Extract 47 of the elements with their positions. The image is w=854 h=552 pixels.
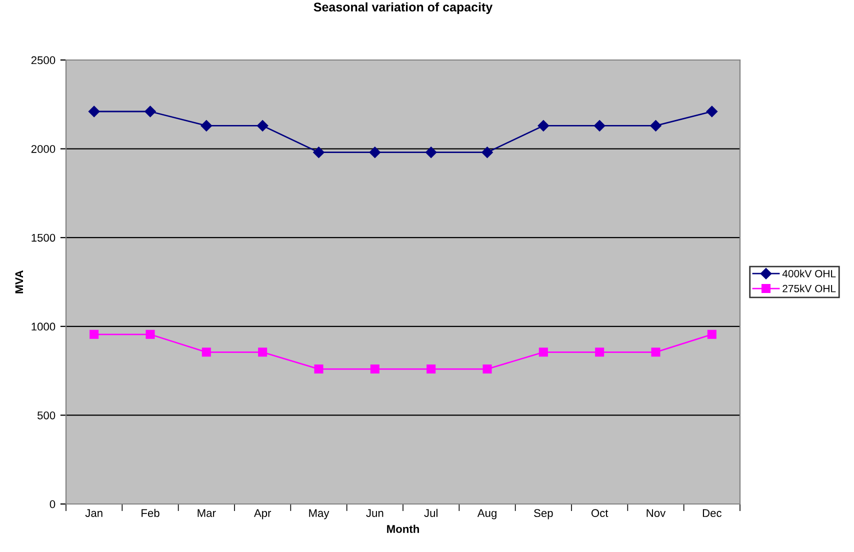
point bbox=[650, 120, 662, 132]
point bbox=[202, 348, 211, 357]
point bbox=[595, 348, 604, 357]
point bbox=[314, 364, 324, 374]
point bbox=[369, 146, 381, 158]
y-tick-label: 2000 bbox=[31, 145, 56, 153]
point bbox=[370, 364, 380, 374]
point bbox=[482, 146, 493, 158]
x-tick-label: Jan bbox=[85, 509, 102, 518]
y-tick-label: 1500 bbox=[32, 234, 56, 242]
x-axis-title: Month bbox=[387, 524, 419, 533]
x-tick-label: Feb bbox=[142, 508, 160, 518]
point bbox=[538, 120, 550, 132]
point bbox=[426, 364, 436, 374]
y-axis-title: MVA bbox=[15, 270, 24, 294]
point bbox=[258, 348, 268, 357]
x-tick-label: Mar bbox=[198, 509, 216, 518]
point bbox=[594, 120, 606, 132]
x-tick-label: Nov bbox=[646, 509, 666, 518]
point bbox=[256, 120, 268, 132]
x-tick-label: Dec bbox=[702, 509, 722, 518]
point bbox=[200, 120, 212, 132]
point bbox=[88, 106, 100, 118]
x-tick-label: Apr bbox=[254, 509, 272, 520]
y-tick-label: 2500 bbox=[31, 56, 56, 64]
x-tick-label: Jul bbox=[424, 508, 438, 518]
point bbox=[425, 146, 437, 158]
legend-label: 275kV OHL bbox=[782, 284, 836, 292]
point bbox=[707, 330, 716, 339]
y-tick-label: 500 bbox=[37, 411, 56, 420]
x-tick-label: Aug bbox=[477, 509, 496, 520]
y-tick-label: 1000 bbox=[32, 322, 56, 331]
point bbox=[90, 330, 99, 339]
x-tick-label: Jun bbox=[366, 509, 384, 518]
chart-title: Seasonal variation of capacity bbox=[314, 2, 493, 14]
point bbox=[538, 348, 548, 357]
point bbox=[313, 146, 324, 158]
x-tick-label: Sep bbox=[534, 509, 553, 520]
point bbox=[146, 330, 155, 339]
point bbox=[706, 106, 718, 118]
x-tick-label: May bbox=[309, 509, 330, 520]
legend-label: 400kV OHL bbox=[782, 270, 836, 278]
point bbox=[651, 348, 660, 357]
point bbox=[144, 106, 156, 118]
x-tick-label: Oct bbox=[591, 509, 608, 518]
y-tick-label: 0 bbox=[50, 500, 56, 508]
point bbox=[482, 364, 492, 374]
